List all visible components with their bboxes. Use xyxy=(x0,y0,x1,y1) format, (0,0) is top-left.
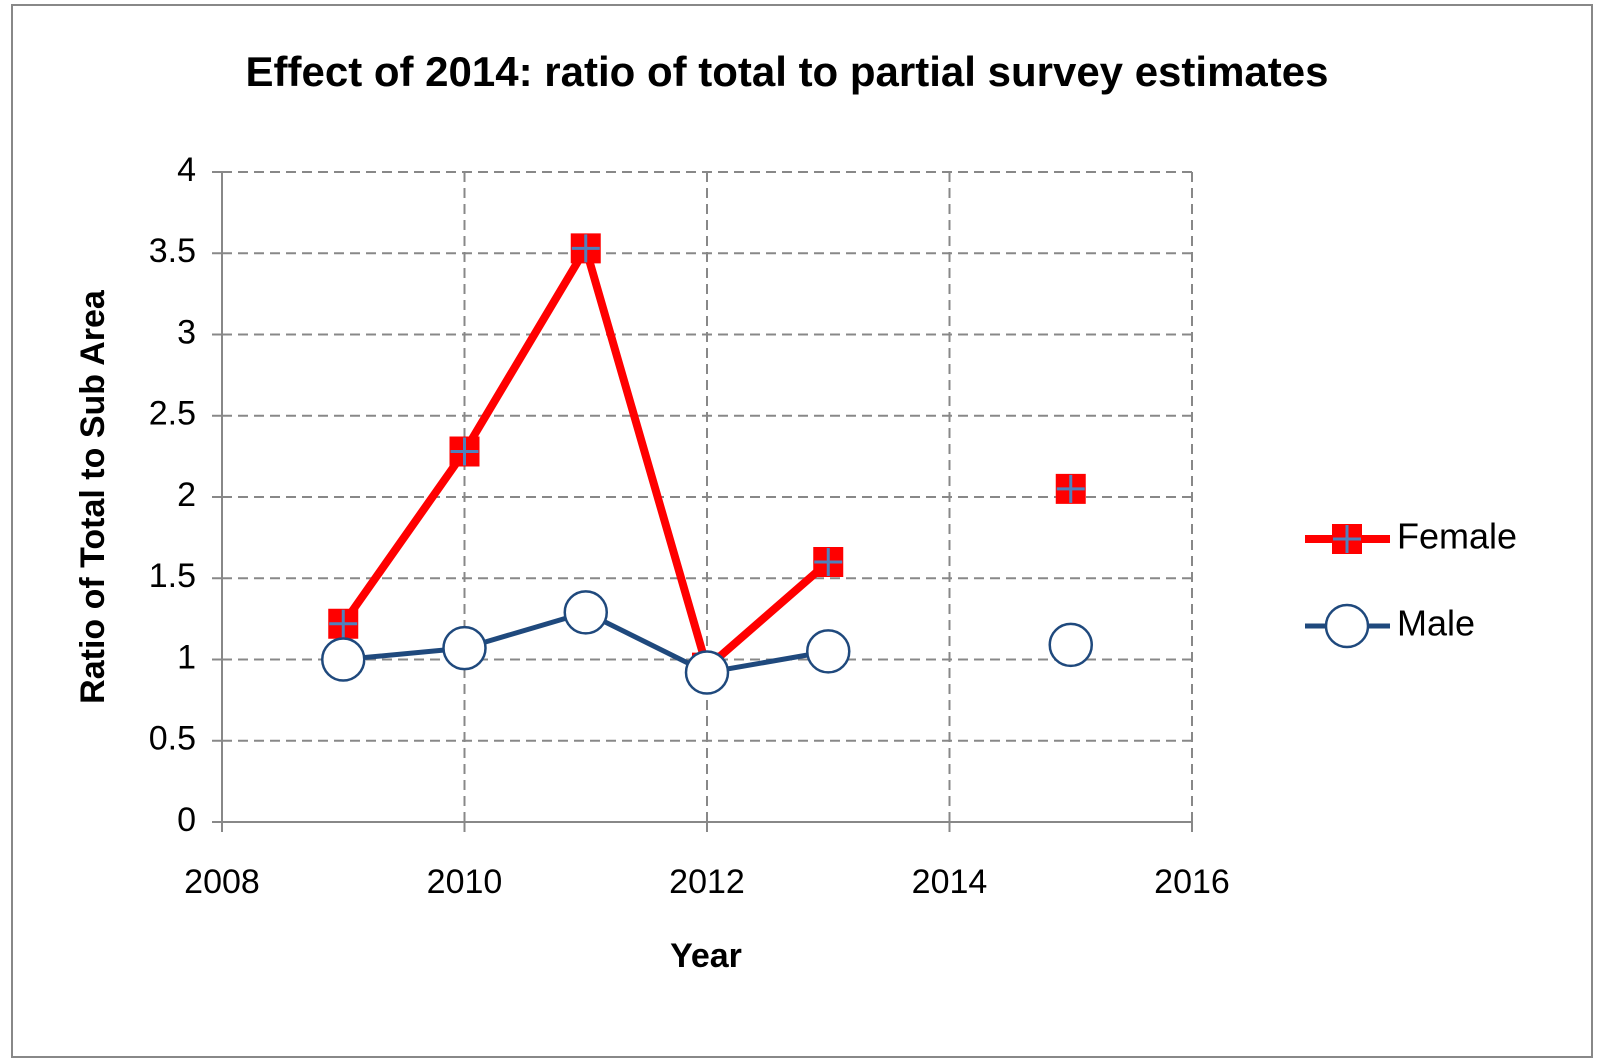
marker-plus xyxy=(571,234,600,263)
legend-swatch xyxy=(1305,603,1390,649)
x-tick-label: 2010 xyxy=(427,863,503,901)
marker xyxy=(321,637,366,682)
x-tick-label: 2008 xyxy=(184,863,260,901)
chart-frame xyxy=(11,4,1593,1058)
marker xyxy=(570,233,601,264)
marker xyxy=(442,625,487,671)
x-tick-label: 2016 xyxy=(1154,863,1230,901)
marker xyxy=(684,650,730,695)
x-tick-label: 2014 xyxy=(912,863,988,901)
y-axis-label: Ratio of Total to Sub Area xyxy=(74,289,112,704)
marker xyxy=(563,590,608,635)
y-tick-label: 1.5 xyxy=(149,557,196,595)
y-tick-label: 0 xyxy=(177,801,196,839)
marker xyxy=(1048,622,1093,668)
y-tick-label: 3 xyxy=(177,313,196,351)
marker-plus xyxy=(450,437,479,466)
x-axis-label: Year xyxy=(670,937,742,975)
y-tick-label: 0.5 xyxy=(149,720,196,758)
legend-label: Male xyxy=(1397,603,1475,644)
legend-label: Female xyxy=(1397,516,1517,557)
marker xyxy=(449,436,480,467)
y-tick-label: 1 xyxy=(177,638,196,676)
y-tick-label: 2 xyxy=(177,476,196,514)
marker xyxy=(813,547,844,577)
marker-plus xyxy=(814,548,843,576)
marker xyxy=(1055,473,1086,504)
y-tick-label: 2.5 xyxy=(149,395,196,433)
marker-plus xyxy=(1056,474,1085,503)
y-tick-label: 4 xyxy=(177,151,196,189)
marker xyxy=(328,608,359,639)
marker xyxy=(1324,603,1370,649)
marker xyxy=(806,629,851,674)
marker xyxy=(1332,524,1362,554)
legend-swatch xyxy=(1305,524,1390,554)
marker-plus xyxy=(329,609,358,638)
marker-plus xyxy=(1333,525,1361,553)
y-tick-label: 3.5 xyxy=(149,232,196,270)
x-tick-label: 2012 xyxy=(669,863,745,901)
chart-title: Effect of 2014: ratio of total to partia… xyxy=(246,48,1329,95)
